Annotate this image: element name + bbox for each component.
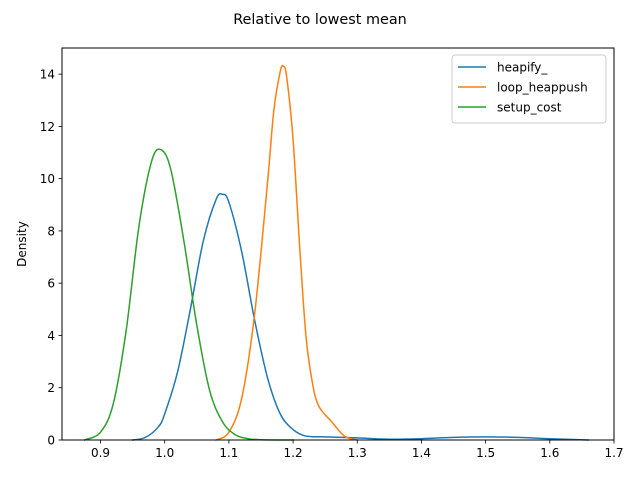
x-axis: 0.9 1.0 1.1 1.2 1.3 1.4 1.5 1.6 1.7 — [91, 440, 624, 460]
x-tick-label: 1.1 — [219, 446, 238, 460]
series-line-heapify — [131, 193, 590, 441]
y-tick-label: 8 — [47, 224, 55, 238]
legend-label: setup_cost — [497, 101, 562, 115]
y-tick-label: 14 — [40, 68, 55, 82]
legend: heapify_ loop_heappush setup_cost — [451, 54, 607, 124]
x-tick-label: 1.2 — [284, 446, 303, 460]
y-tick-label: 2 — [47, 381, 55, 395]
y-tick-label: 10 — [40, 172, 55, 186]
y-axis: 0 2 4 6 8 10 12 14 — [40, 68, 62, 448]
x-tick-label: 1.7 — [604, 446, 623, 460]
y-tick-label: 4 — [47, 329, 55, 343]
legend-label: loop_heappush — [497, 81, 588, 95]
x-tick-label: 1.3 — [348, 446, 367, 460]
plot-frame — [61, 47, 615, 441]
y-tick-label: 12 — [40, 120, 55, 134]
series-line-setup-cost — [83, 148, 294, 442]
legend-label: heapify_ — [497, 61, 548, 75]
series-line-loop-heappush — [215, 64, 359, 442]
x-tick-label: 1.6 — [540, 446, 559, 460]
plot-lines — [83, 64, 590, 442]
y-tick-label: 0 — [47, 434, 55, 448]
x-tick-label: 1.0 — [155, 446, 174, 460]
x-tick-label: 1.5 — [476, 446, 495, 460]
legend-box — [451, 54, 607, 124]
x-tick-label: 0.9 — [91, 446, 110, 460]
chart-title: Relative to lowest mean — [233, 12, 407, 28]
y-tick-label: 6 — [47, 277, 55, 291]
x-tick-label: 1.4 — [412, 446, 431, 460]
y-axis-label: Density — [15, 221, 29, 267]
